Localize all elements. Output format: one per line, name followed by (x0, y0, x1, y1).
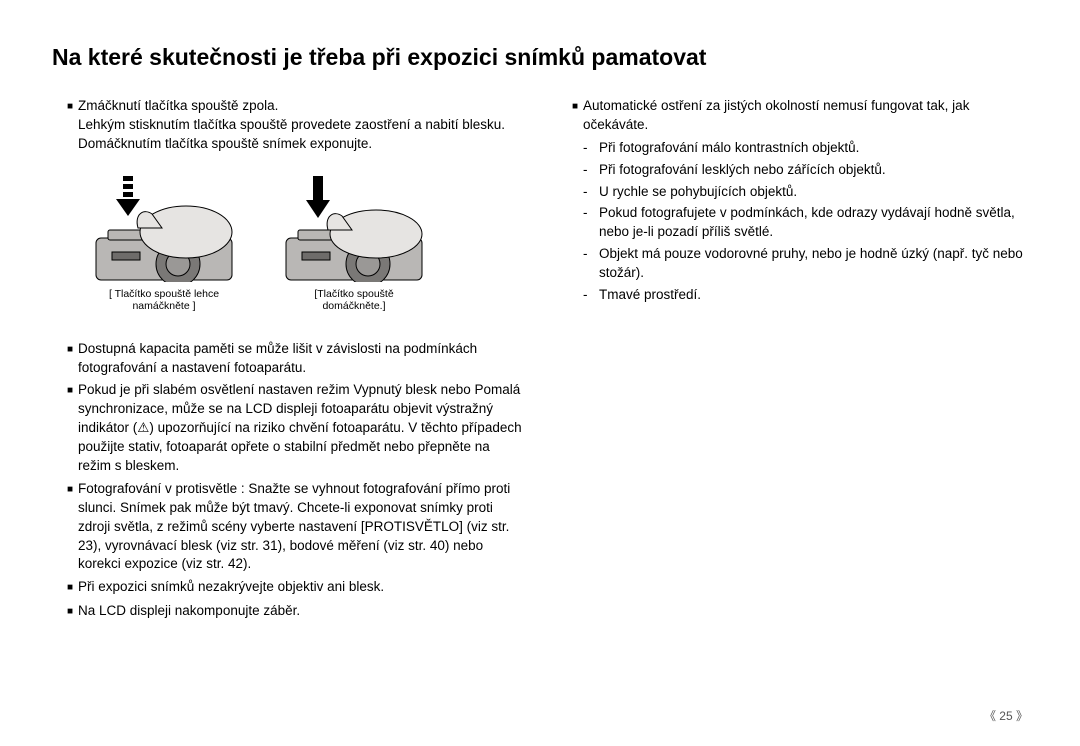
content-columns: ■ Zmáčknutí tlačítka spouště zpola. Lehk… (52, 97, 1028, 626)
camera-full-svg (284, 172, 424, 282)
left-bullet-text: Při expozici snímků nezakrývejte objekti… (78, 578, 523, 598)
camera-half-svg (94, 172, 234, 282)
right-column: ■ Automatické ostření za jistých okolnos… (557, 97, 1028, 626)
right-sub-text: Objekt má pouze vodorovné pruhy, nebo je… (599, 245, 1028, 283)
bullet-icon: ■ (567, 97, 583, 135)
left-bullet: ■ Pokud je při slabém osvětlení nastaven… (52, 381, 523, 475)
right-lead: ■ Automatické ostření za jistých okolnos… (557, 97, 1028, 135)
right-sub: - Při fotografování lesklých nebo zářící… (557, 161, 1028, 180)
left-bullet-text: Pokud je při slabém osvětlení nastaven r… (78, 381, 523, 475)
right-sub-text: U rychle se pohybujících objektů. (599, 183, 1028, 202)
illus-full-press: [Tlačítko spouště domáčkněte.] (284, 172, 424, 312)
page-title: Na které skutečnosti je třeba při expozi… (52, 44, 1028, 71)
left-bullet-text: Na LCD displeji nakomponujte záběr. (78, 602, 523, 622)
right-sub: - Tmavé prostředí. (557, 286, 1028, 305)
right-sub: - Pokud fotografujete v podmínkách, kde … (557, 204, 1028, 242)
left-bullet: ■ Dostupná kapacita paměti se může lišit… (52, 340, 523, 378)
bullet-icon: ■ (62, 578, 78, 598)
left-bullet: ■ Fotografování v protisvětle : Snažte s… (52, 480, 523, 574)
left-bullet: ■ Při expozici snímků nezakrývejte objek… (52, 578, 523, 598)
left-bullet-text: Fotografování v protisvětle : Snažte se … (78, 480, 523, 574)
left-bullet-text: Dostupná kapacita paměti se může lišit v… (78, 340, 523, 378)
left-first-body: Lehkým stisknutím tlačítka spouště prove… (78, 117, 505, 151)
left-first-lead: Zmáčknutí tlačítka spouště zpola. (78, 98, 278, 113)
right-sub: - Objekt má pouze vodorovné pruhy, nebo … (557, 245, 1028, 283)
right-sub-text: Při fotografování málo kontrastních obje… (599, 139, 1028, 158)
dash-icon: - (583, 139, 599, 158)
right-lead-text: Automatické ostření za jistých okolností… (583, 97, 1028, 135)
bullet-icon: ■ (62, 340, 78, 378)
left-bullet: ■ Na LCD displeji nakomponujte záběr. (52, 602, 523, 622)
left-column: ■ Zmáčknutí tlačítka spouště zpola. Lehk… (52, 97, 523, 626)
dash-icon: - (583, 245, 599, 283)
dash-icon: - (583, 204, 599, 242)
caption-half: [ Tlačítko spouště lehce namáčkněte ] (94, 288, 234, 312)
right-sub-text: Při fotografování lesklých nebo zářících… (599, 161, 1028, 180)
dash-icon: - (583, 183, 599, 202)
left-first-item: ■ Zmáčknutí tlačítka spouště zpola. Lehk… (52, 97, 523, 154)
dash-icon: - (583, 286, 599, 305)
illustration-row: [ Tlačítko spouště lehce namáčkněte ] (94, 172, 523, 312)
right-sub: - U rychle se pohybujících objektů. (557, 183, 1028, 202)
bullet-icon: ■ (62, 480, 78, 574)
illus-half-press: [ Tlačítko spouště lehce namáčkněte ] (94, 172, 234, 312)
bullet-icon: ■ (62, 97, 78, 154)
right-sub: - Při fotografování málo kontrastních ob… (557, 139, 1028, 158)
right-sub-text: Tmavé prostředí. (599, 286, 1028, 305)
page-number: 《 25 》 (984, 707, 1028, 724)
bullet-icon: ■ (62, 381, 78, 475)
bullet-icon: ■ (62, 602, 78, 622)
caption-full: [Tlačítko spouště domáčkněte.] (284, 288, 424, 312)
right-sub-text: Pokud fotografujete v podmínkách, kde od… (599, 204, 1028, 242)
dash-icon: - (583, 161, 599, 180)
